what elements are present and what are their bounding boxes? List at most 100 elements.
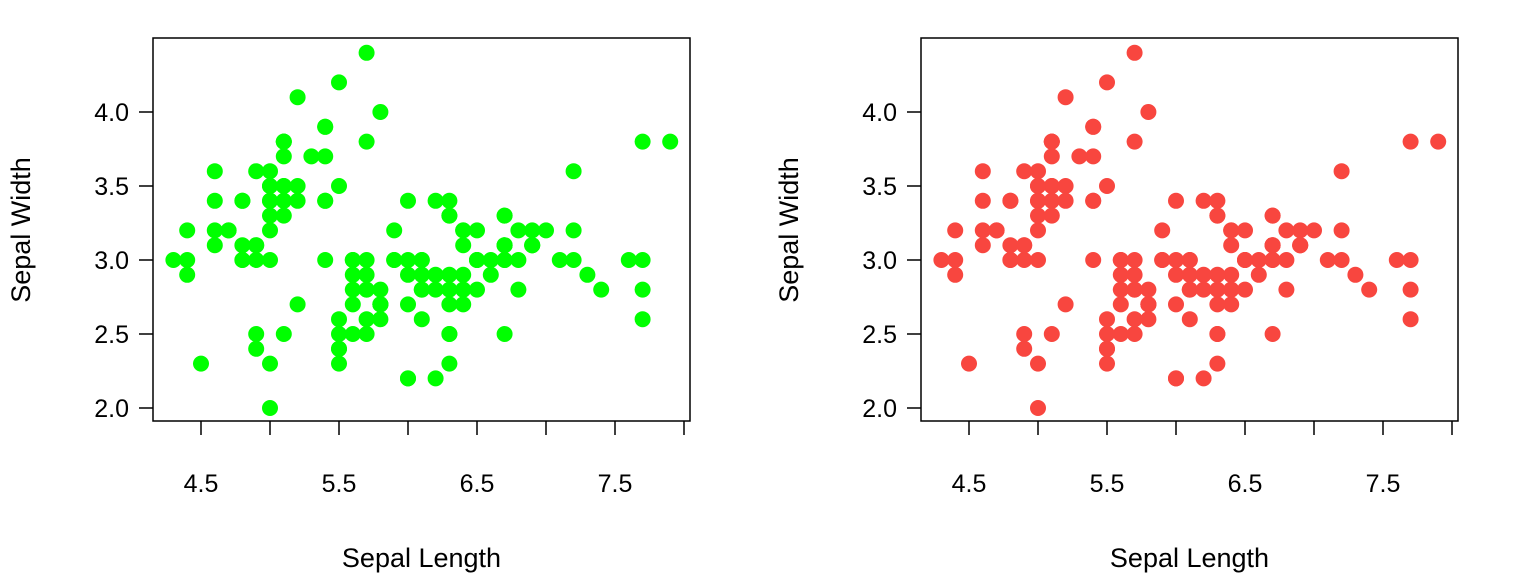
- plot-frame: [920, 37, 1459, 422]
- data-point: [1168, 296, 1184, 313]
- data-point: [262, 207, 278, 224]
- data-point: [1126, 281, 1143, 298]
- data-point: [1264, 326, 1281, 342]
- data-point: [262, 355, 278, 372]
- data-point: [1071, 148, 1088, 165]
- data-point: [1099, 178, 1115, 194]
- x-tick-label: 4.5: [184, 470, 219, 498]
- data-point: [974, 222, 991, 239]
- y-axis-title: Sepal Width: [774, 157, 804, 303]
- data-point: [1043, 207, 1060, 224]
- data-point: [344, 281, 361, 298]
- scatter-panel-red: 4.5 5.5 6.5 7.5 2.0 2.5 3.0 3.5 4.0 Sepal Length S…: [774, 37, 1459, 573]
- data-point: [441, 296, 458, 313]
- data-point: [1085, 148, 1102, 165]
- data-point: [974, 237, 991, 254]
- x-tick-label: 6.5: [1228, 470, 1263, 498]
- data-point: [1043, 178, 1060, 194]
- data-point: [1140, 281, 1157, 298]
- data-point: [1112, 281, 1129, 298]
- data-point: [482, 252, 499, 268]
- data-point: [1168, 370, 1184, 387]
- data-point: [1402, 252, 1419, 268]
- data-point: [1250, 266, 1267, 283]
- data-point: [248, 252, 265, 268]
- data-point: [1430, 133, 1447, 150]
- data-point: [1112, 326, 1129, 342]
- data-point: [1195, 370, 1212, 387]
- data-point: [1347, 266, 1364, 283]
- data-point: [441, 281, 458, 298]
- data-point: [469, 252, 485, 268]
- data-point: [593, 281, 610, 298]
- data-point: [1292, 237, 1309, 254]
- data-point: [372, 296, 389, 313]
- data-point: [947, 266, 964, 283]
- data-point: [331, 178, 347, 194]
- data-point: [427, 266, 444, 283]
- data-point: [565, 163, 582, 180]
- data-point: [358, 326, 375, 342]
- data-point: [1030, 222, 1046, 239]
- data-point: [331, 355, 347, 372]
- data-point: [275, 326, 292, 342]
- data-point: [248, 163, 265, 180]
- data-point: [1292, 222, 1309, 239]
- data-point: [524, 237, 541, 254]
- data-point: [1237, 281, 1253, 298]
- data-point: [289, 178, 306, 194]
- data-point: [1223, 296, 1240, 313]
- data-point: [634, 281, 651, 298]
- data-point: [413, 266, 430, 283]
- data-point: [400, 370, 416, 387]
- data-point: [1099, 355, 1115, 372]
- y-tick-label: 4.0: [94, 99, 129, 127]
- x-tick-label: 7.5: [598, 470, 633, 498]
- data-point: [413, 311, 430, 328]
- data-point: [455, 266, 472, 283]
- data-point: [1140, 296, 1157, 313]
- data-point: [1168, 266, 1184, 283]
- data-point: [1319, 252, 1336, 268]
- data-point: [427, 192, 444, 209]
- data-point: [400, 296, 416, 313]
- data-point: [510, 252, 527, 268]
- data-point: [317, 148, 334, 165]
- data-point: [1085, 252, 1102, 268]
- data-point: [441, 192, 458, 209]
- y-tick-label: 2.0: [862, 395, 897, 423]
- data-point: [317, 192, 334, 209]
- data-point: [344, 296, 361, 313]
- data-point: [1209, 355, 1226, 372]
- data-point: [344, 266, 361, 283]
- data-point: [427, 281, 444, 298]
- data-point: [1112, 252, 1129, 268]
- x-tick-label: 5.5: [322, 470, 357, 498]
- data-point: [179, 222, 196, 239]
- data-point: [248, 237, 265, 254]
- data-point: [262, 192, 278, 209]
- data-point: [933, 252, 950, 268]
- data-point: [947, 252, 964, 268]
- data-point: [1085, 192, 1102, 209]
- data-point: [1181, 281, 1198, 298]
- data-point: [358, 266, 375, 283]
- data-point: [524, 222, 541, 239]
- data-point: [234, 252, 251, 268]
- data-point: [1112, 266, 1129, 283]
- data-point: [262, 252, 278, 268]
- data-point: [1333, 163, 1350, 180]
- data-point: [579, 266, 596, 283]
- data-point: [1057, 192, 1074, 209]
- data-point: [1043, 326, 1060, 342]
- data-point: [1030, 400, 1046, 416]
- data-point: [441, 326, 458, 342]
- data-point: [1140, 104, 1157, 120]
- data-point: [206, 163, 223, 180]
- data-point: [1043, 133, 1060, 150]
- y-axis-title: Sepal Width: [6, 157, 36, 303]
- data-point: [331, 311, 347, 328]
- data-point: [275, 178, 292, 194]
- x-axis-title: Sepal Length: [1110, 543, 1269, 573]
- data-point: [1237, 252, 1253, 268]
